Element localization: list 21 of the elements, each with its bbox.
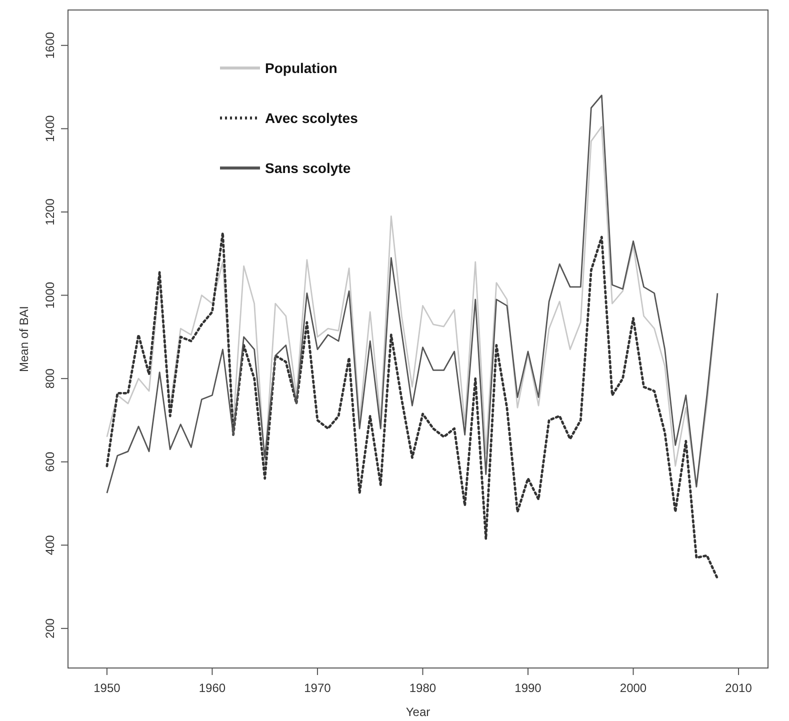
x-tick-label: 2010: [725, 681, 752, 695]
legend-label: Population: [265, 60, 338, 76]
x-tick-label: 1960: [198, 681, 226, 695]
y-tick-label: 1200: [43, 198, 57, 226]
legend-label: Avec scolytes: [265, 110, 358, 126]
y-tick-label: 800: [43, 368, 57, 389]
y-tick-label: 1400: [43, 115, 57, 142]
line-series: [106, 232, 719, 580]
y-tick-label: 400: [43, 534, 57, 556]
x-tick-label: 1990: [514, 681, 542, 695]
y-axis-title: Mean of BAI: [17, 306, 31, 372]
y-tick-label: 600: [43, 452, 57, 472]
x-tick-label: 1970: [304, 681, 332, 695]
x-tick-label: 1950: [94, 681, 121, 695]
y-tick-label: 200: [43, 618, 57, 638]
x-axis-title: Year: [406, 705, 430, 719]
y-tick-label: 1000: [43, 282, 57, 309]
x-tick-label: 2000: [620, 681, 647, 695]
x-tick-label: 1980: [409, 681, 436, 695]
legend-label: Sans scolyte: [265, 160, 351, 176]
y-tick-label: 1600: [43, 32, 57, 59]
